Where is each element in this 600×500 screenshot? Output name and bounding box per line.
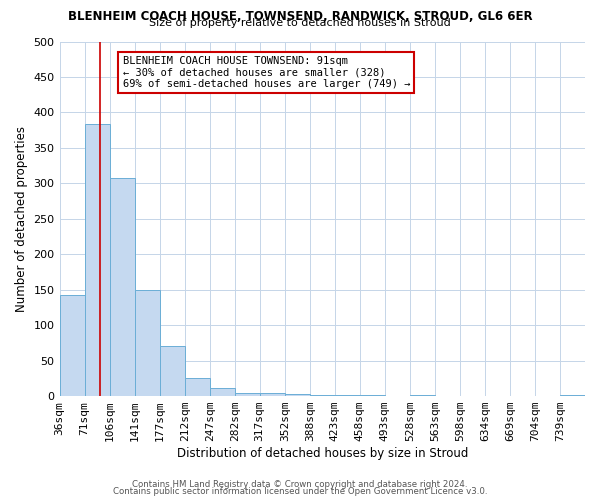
Y-axis label: Number of detached properties: Number of detached properties (15, 126, 28, 312)
Bar (185, 378, 209, 396)
Text: Contains public sector information licensed under the Open Government Licence v3: Contains public sector information licen… (113, 487, 487, 496)
Bar (410, 394, 435, 396)
Bar (360, 394, 385, 396)
Bar (134, 290, 160, 396)
Bar (260, 392, 285, 396)
Text: BLENHEIM COACH HOUSE, TOWNSEND, RANDWICK, STROUD, GL6 6ER: BLENHEIM COACH HOUSE, TOWNSEND, RANDWICK… (68, 10, 532, 23)
Bar (59, 294, 85, 396)
Bar (209, 388, 235, 396)
Bar (560, 394, 585, 396)
Text: Contains HM Land Registry data © Crown copyright and database right 2024.: Contains HM Land Registry data © Crown c… (132, 480, 468, 489)
Bar (335, 394, 360, 396)
Bar (310, 394, 335, 396)
Bar (235, 392, 260, 396)
Text: BLENHEIM COACH HOUSE TOWNSEND: 91sqm
← 30% of detached houses are smaller (328)
: BLENHEIM COACH HOUSE TOWNSEND: 91sqm ← 3… (122, 56, 410, 89)
Bar (285, 394, 310, 396)
X-axis label: Distribution of detached houses by size in Stroud: Distribution of detached houses by size … (176, 447, 468, 460)
Bar (85, 124, 110, 396)
Bar (160, 346, 185, 396)
Text: Size of property relative to detached houses in Stroud: Size of property relative to detached ho… (149, 18, 451, 28)
Bar (110, 178, 134, 396)
